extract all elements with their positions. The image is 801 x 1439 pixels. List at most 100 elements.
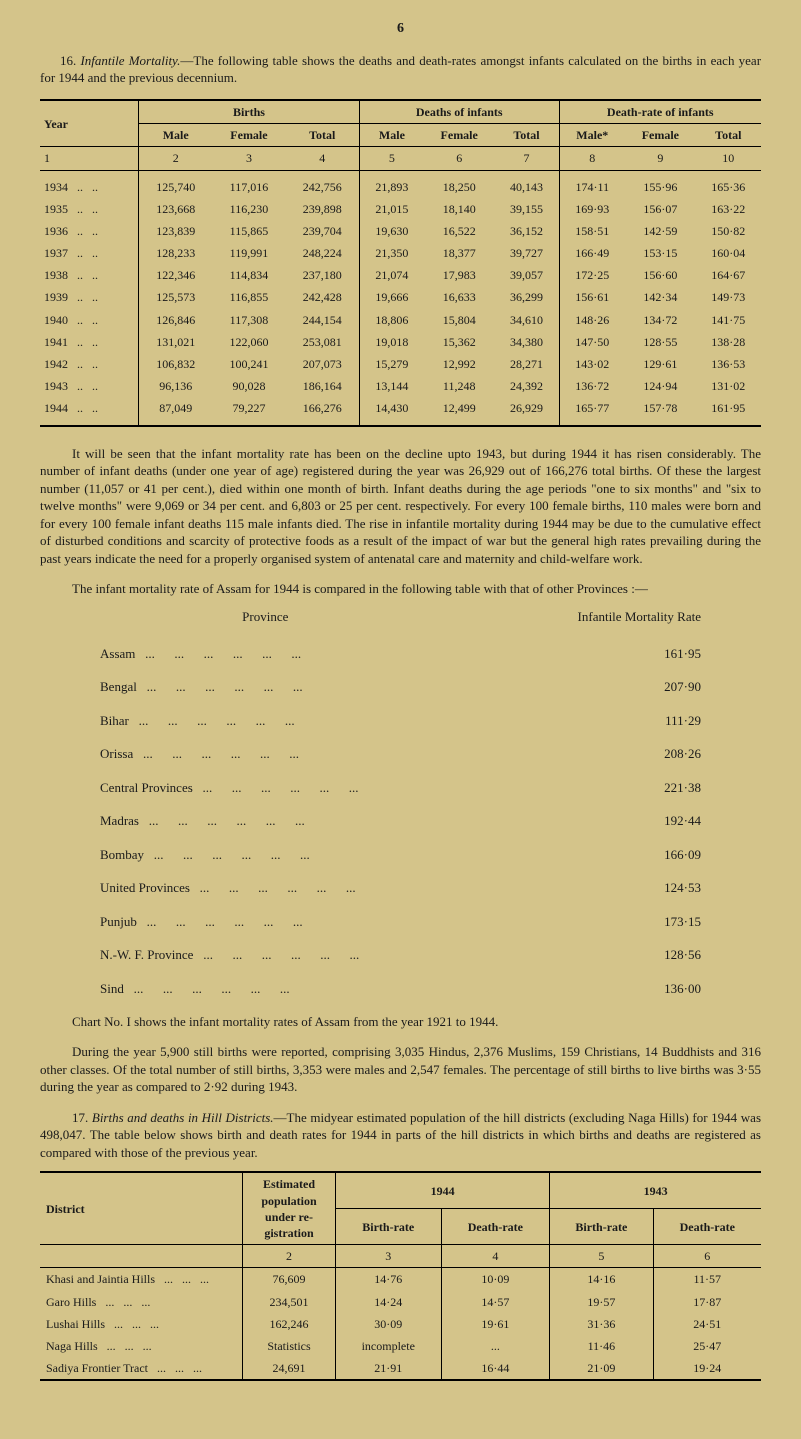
- cell: 155·96: [625, 170, 695, 198]
- coln-2: 2: [139, 147, 213, 170]
- prov-head-left: Province: [100, 608, 431, 626]
- cell: 149·73: [696, 286, 761, 308]
- cell: 165·36: [696, 170, 761, 198]
- th-bf: Female: [212, 124, 285, 147]
- cell: 40,143: [494, 170, 559, 198]
- cell: 242,756: [286, 170, 360, 198]
- province-row: Bombay ... ... ... ... ... ... 166·09: [100, 845, 701, 865]
- cell: 100,241: [212, 353, 285, 375]
- cell: 153·15: [625, 242, 695, 264]
- cell: 136·72: [559, 375, 625, 397]
- cell: 122,060: [212, 331, 285, 353]
- cell: 122,346: [139, 264, 213, 286]
- province-name: N.-W. F. Province ... ... ... ... ... ..…: [100, 946, 431, 964]
- th-year: Year: [40, 100, 139, 147]
- cell: 253,081: [286, 331, 360, 353]
- cell: 157·78: [625, 397, 695, 425]
- table-row: 1941 .. ..131,021122,060253,08119,01815,…: [40, 331, 761, 353]
- th-1943: 1943: [550, 1172, 761, 1209]
- th-dm: Male: [359, 124, 424, 147]
- province-row: Central Provinces ... ... ... ... ... ..…: [100, 778, 701, 798]
- cell: 13,144: [359, 375, 424, 397]
- cell: 128,233: [139, 242, 213, 264]
- province-rate: 207·90: [491, 678, 701, 696]
- table-row: Garo Hills ... ... ...234,50114·2414·571…: [40, 1291, 761, 1313]
- cell: 1934 .. ..: [40, 170, 139, 198]
- cell: ...: [441, 1335, 550, 1357]
- province-row: N.-W. F. Province ... ... ... ... ... ..…: [100, 945, 701, 965]
- cell: 161·95: [696, 397, 761, 425]
- province-name: Madras ... ... ... ... ... ...: [100, 812, 431, 830]
- province-name: Orissa ... ... ... ... ... ...: [100, 745, 431, 763]
- table-row: Sadiya Frontier Tract ... ... ...24,6912…: [40, 1357, 761, 1380]
- cell: 234,501: [243, 1291, 336, 1313]
- para-analysis-2: The infant mortality rate of Assam for 1…: [40, 580, 761, 598]
- province-rate: 192·44: [491, 812, 701, 830]
- para-analysis-1: It will be seen that the infant mortalit…: [40, 445, 761, 568]
- cell: 11·57: [653, 1268, 761, 1291]
- t17-c5: 5: [550, 1245, 653, 1268]
- cell: 18,140: [424, 198, 494, 220]
- coln-3: 3: [212, 147, 285, 170]
- province-name: United Provinces ... ... ... ... ... ...: [100, 879, 431, 897]
- cell: 116,230: [212, 198, 285, 220]
- cell: 14·24: [336, 1291, 442, 1313]
- cell: 129·61: [625, 353, 695, 375]
- province-row: Bihar ... ... ... ... ... ...111·29: [100, 711, 701, 731]
- cell: 39,057: [494, 264, 559, 286]
- cell: 1939 .. ..: [40, 286, 139, 308]
- cell: Garo Hills ... ... ...: [40, 1291, 243, 1313]
- cell: Khasi and Jaintia Hills ... ... ...: [40, 1268, 243, 1291]
- cell: 76,609: [243, 1268, 336, 1291]
- coln-10: 10: [696, 147, 761, 170]
- table-row: 1940 .. ..126,846117,308244,15418,80615,…: [40, 309, 761, 331]
- cell: 237,180: [286, 264, 360, 286]
- cell: 1942 .. ..: [40, 353, 139, 375]
- cell: 21·91: [336, 1357, 442, 1380]
- cell: 141·75: [696, 309, 761, 331]
- th-d44: Death-rate: [441, 1209, 550, 1245]
- province-row: Orissa ... ... ... ... ... ...208·26: [100, 744, 701, 764]
- province-row: Madras ... ... ... ... ... ... 192·44: [100, 811, 701, 831]
- cell: 116,855: [212, 286, 285, 308]
- cell: 136·53: [696, 353, 761, 375]
- t17-c1: [40, 1245, 243, 1268]
- th-rm: Male*: [559, 124, 625, 147]
- cell: 169·93: [559, 198, 625, 220]
- th-rf: Female: [625, 124, 695, 147]
- cell: 163·22: [696, 198, 761, 220]
- cell: 28,271: [494, 353, 559, 375]
- cell: 115,865: [212, 220, 285, 242]
- table-row: 1935 .. ..123,668116,230239,89821,01518,…: [40, 198, 761, 220]
- cell: 1940 .. ..: [40, 309, 139, 331]
- cell: 15,804: [424, 309, 494, 331]
- province-name: Bombay ... ... ... ... ... ...: [100, 846, 431, 864]
- province-row: Bengal ... ... ... ... ... ...207·90: [100, 677, 701, 697]
- cell: 1935 .. ..: [40, 198, 139, 220]
- cell: 1944 .. ..: [40, 397, 139, 425]
- page-number: 6: [40, 20, 761, 39]
- province-name: Central Provinces ... ... ... ... ... ..…: [100, 779, 431, 797]
- th-deaths: Deaths of infants: [359, 100, 559, 124]
- cell: 162,246: [243, 1313, 336, 1335]
- table-row: Naga Hills ... ... ...Statisticsincomple…: [40, 1335, 761, 1357]
- table-infantile-mortality: Year Births Deaths of infants Death-rate…: [40, 99, 761, 427]
- cell: 125,573: [139, 286, 213, 308]
- cell: 14,430: [359, 397, 424, 425]
- section16-intro: 16. Infantile Mortality.—The following t…: [40, 52, 761, 87]
- cell: 124·94: [625, 375, 695, 397]
- coln-5: 5: [359, 147, 424, 170]
- province-rate: 166·09: [491, 846, 701, 864]
- sec16-title: Infantile Mortality.: [80, 53, 180, 68]
- cell: 21,893: [359, 170, 424, 198]
- cell: 36,299: [494, 286, 559, 308]
- sec16-num: 16.: [60, 53, 76, 68]
- cell: 174·11: [559, 170, 625, 198]
- province-name: Assam ... ... ... ... ... ...: [100, 645, 431, 663]
- province-row: Punjub ... ... ... ... ... ...173·15: [100, 912, 701, 932]
- cell: 158·51: [559, 220, 625, 242]
- sec17-title: Births and deaths in Hill Districts.: [92, 1110, 274, 1125]
- cell: Statistics: [243, 1335, 336, 1357]
- cell: 148·26: [559, 309, 625, 331]
- province-list: Province Infantile Mortality Rate Assam …: [40, 608, 761, 999]
